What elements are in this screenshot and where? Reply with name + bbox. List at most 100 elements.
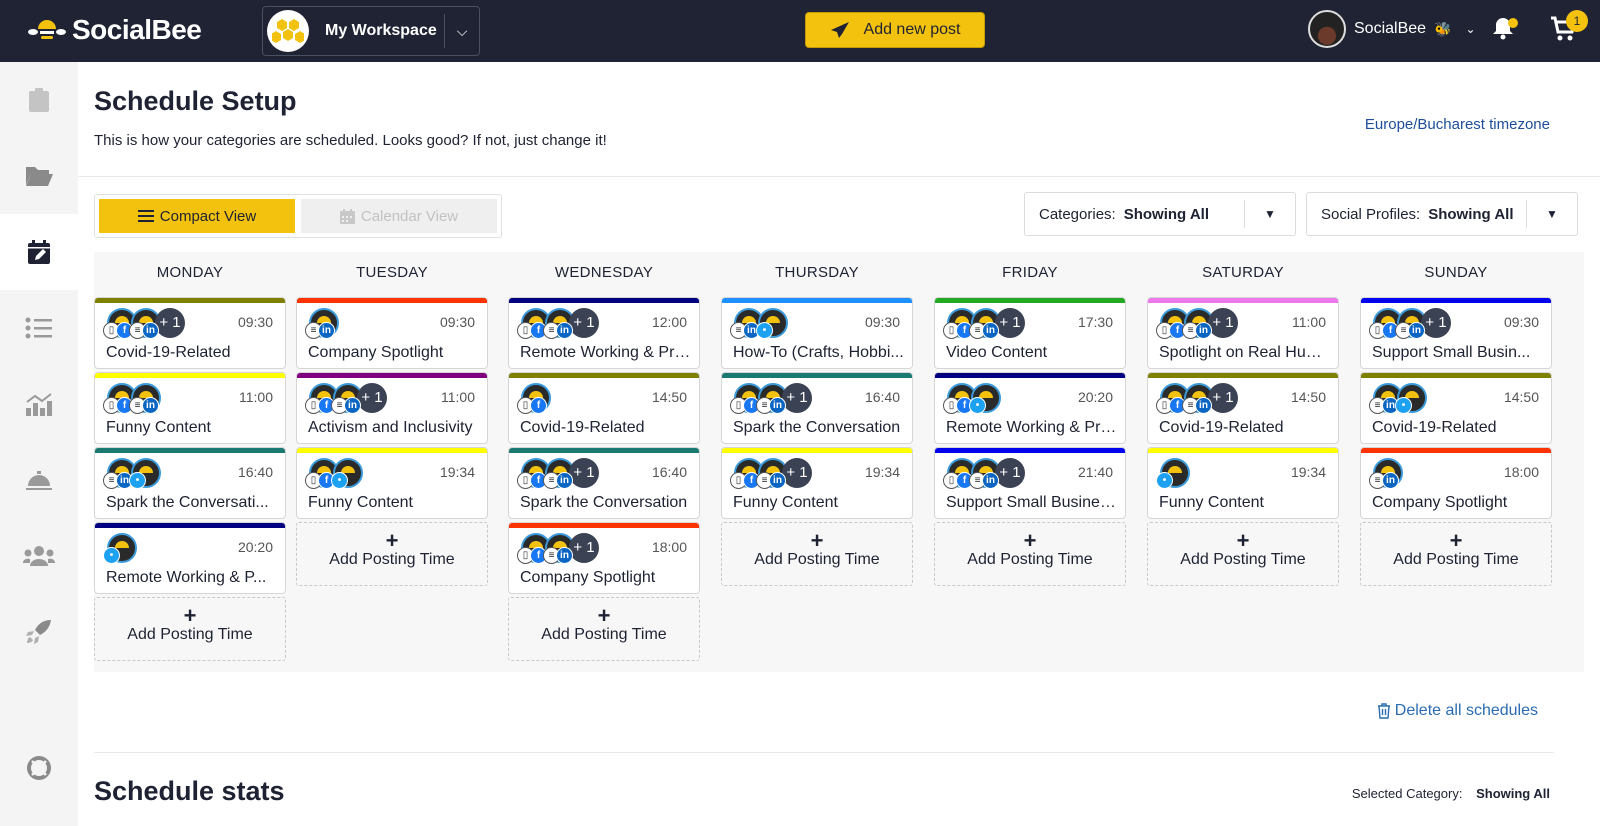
sidebar-item-analytics[interactable] <box>0 366 78 442</box>
social-profile-avatars: ▯ f ≡ in <box>103 383 161 414</box>
linkedin-icon: in <box>769 472 786 489</box>
slot-time: 20:20 <box>1077 389 1113 405</box>
delete-all-schedules-link[interactable]: Delete all schedules <box>1377 702 1538 720</box>
delete-all-schedules-label: Delete all schedules <box>1394 702 1538 719</box>
schedule-slot-card[interactable]: + 1 ▯ f ≡ in 16:40 Spark the Conversation <box>721 372 913 444</box>
sidebar-item-help[interactable] <box>0 730 78 806</box>
sidebar-item-team[interactable] <box>0 518 78 594</box>
schedule-slot-card[interactable]: ≡ in • 16:40 Spark the Conversati... <box>94 447 286 519</box>
schedule-slot-card[interactable]: ▯ f • 19:34 Funny Content <box>296 447 488 519</box>
schedule-slot-card[interactable]: + 1 ▯ f ≡ in 19:34 Funny Content <box>721 447 913 519</box>
schedule-slot-card[interactable]: • 19:34 Funny Content <box>1147 447 1339 519</box>
schedule-slot-card[interactable]: + 1 ▯ f ≡ in 16:40 Spark the Conversation <box>508 447 700 519</box>
add-posting-time-button[interactable]: + Add Posting Time <box>721 522 913 586</box>
selected-category[interactable]: Selected Category: Showing All <box>1352 786 1550 801</box>
slot-category-name: Spark the Conversation <box>520 494 688 511</box>
more-profiles-badge: + 1 <box>1208 308 1238 338</box>
mobile-icon: ▯ <box>943 322 960 339</box>
sidebar-item-queue[interactable] <box>0 290 78 366</box>
schedule-slot-card[interactable]: + 1 ▯ f ≡ in 11:00 Activism and Inclusivity <box>296 372 488 444</box>
social-profile-avatars: + 1 ▯ f ≡ in <box>517 458 599 489</box>
add-posting-time-label: Add Posting Time <box>329 551 455 568</box>
compact-view-label: Compact View <box>159 207 257 225</box>
schedule-slot-card[interactable]: ▯ f 14:50 Covid-19-Related <box>508 372 700 444</box>
schedule-slot-card[interactable]: • 20:20 Remote Working & P... <box>94 522 286 594</box>
add-posting-time-button[interactable]: + Add Posting Time <box>508 597 700 661</box>
add-new-post-button[interactable]: Add new post <box>805 12 985 48</box>
workspace-avatar <box>267 10 309 52</box>
slot-category-name: Covid-19-Related <box>520 419 645 436</box>
more-profiles-badge: + 1 <box>1421 308 1451 338</box>
schedule-slot-card[interactable]: + 1 ▯ f ≡ in 21:40 Support Small Busines... <box>934 447 1126 519</box>
timezone-link[interactable]: Europe/Bucharest timezone <box>1364 116 1550 133</box>
schedule-slot-card[interactable]: ≡ in 09:30 Company Spotlight <box>296 297 488 369</box>
slot-category-name: Activism and Inclusivity <box>308 419 473 436</box>
schedule-slot-card[interactable]: + 1 ▯ f ≡ in 11:00 Spotlight on Real Hum... <box>1147 297 1339 369</box>
schedule-slot-card[interactable]: ≡ in • 09:30 How-To (Crafts, Hobbi... <box>721 297 913 369</box>
sidebar-item-content[interactable] <box>0 62 78 138</box>
schedule-slot-card[interactable]: ▯ f • 20:20 Remote Working & Pro... <box>934 372 1126 444</box>
add-posting-time-button[interactable]: + Add Posting Time <box>296 522 488 586</box>
more-profiles-badge: + 1 <box>995 458 1025 488</box>
brand-name: SocialBee <box>72 14 202 45</box>
workspace-switcher[interactable]: My Workspace ⌵ <box>262 6 480 56</box>
more-profiles-badge: + 1 <box>1208 383 1238 413</box>
schedule-slot-card[interactable]: + 1 ▯ f ≡ in 18:00 Company Spotlight <box>508 522 700 594</box>
notification-dot <box>1508 18 1518 28</box>
sidebar-item-services[interactable] <box>0 442 78 518</box>
compact-view-button[interactable]: Compact View <box>99 199 295 233</box>
calendar-edit-icon <box>28 240 50 264</box>
add-posting-time-button[interactable]: + Add Posting Time <box>1147 522 1339 586</box>
add-posting-time-label: Add Posting Time <box>1180 551 1306 568</box>
schedule-slot-card[interactable]: + 1 ▯ f ≡ in 17:30 Video Content <box>934 297 1126 369</box>
social-profile-avatars: + 1 ▯ f ≡ in <box>1156 383 1238 414</box>
slot-time: 14:50 <box>1290 389 1326 405</box>
category-color-bar <box>95 298 285 303</box>
social-profile-avatars: + 1 ▯ f ≡ in <box>943 458 1025 489</box>
cart-count-badge: 1 <box>1566 10 1588 32</box>
social-profiles-filter-dropdown[interactable]: Social Profiles: Showing All ▼ <box>1306 192 1578 236</box>
more-profiles-badge: + 1 <box>155 308 185 338</box>
sidebar-item-schedule[interactable] <box>0 214 78 290</box>
user-menu[interactable]: SocialBee 🐝 ⌄ <box>1308 10 1476 48</box>
category-color-bar <box>722 373 912 378</box>
workspace-dropdown-chevron-icon[interactable]: ⌵ <box>456 22 468 39</box>
add-posting-time-button[interactable]: + Add Posting Time <box>1360 522 1552 586</box>
schedule-slot-card[interactable]: + 1 ▯ f ≡ in 14:50 Covid-19-Related <box>1147 372 1339 444</box>
schedule-slot-card[interactable]: ≡ in • 14:50 Covid-19-Related <box>1360 372 1552 444</box>
add-posting-time-button[interactable]: + Add Posting Time <box>934 522 1126 586</box>
page-title: Schedule Setup <box>94 86 297 116</box>
sidebar-item-growth[interactable] <box>0 594 78 670</box>
slot-category-name: Covid-19-Related <box>1159 419 1284 436</box>
socialbee-logo[interactable]: SocialBee <box>28 14 202 46</box>
list-icon <box>25 317 52 339</box>
calendar-view-button[interactable]: Calendar View <box>301 199 497 233</box>
buffer-icon: ≡ <box>969 322 986 339</box>
linkedin-icon: in <box>142 397 159 414</box>
schedule-slot-card[interactable]: + 1 ▯ f ≡ in 12:00 Remote Working & Pro... <box>508 297 700 369</box>
schedule-slot-card[interactable]: ▯ f ≡ in 11:00 Funny Content <box>94 372 286 444</box>
linkedin-icon: in <box>318 322 335 339</box>
plus-icon: + <box>810 528 824 553</box>
schedule-slot-card[interactable]: + 1 ▯ f ≡ in 09:30 Support Small Busin... <box>1360 297 1552 369</box>
sidebar-item-categories[interactable] <box>0 138 78 214</box>
add-new-post-label: Add new post <box>863 21 961 38</box>
workspace-name: My Workspace <box>325 22 437 39</box>
day-header-monday: MONDAY <box>156 264 224 281</box>
buffer-icon: ≡ <box>756 397 773 414</box>
schedule-slot-card[interactable]: ≡ in 18:00 Company Spotlight <box>1360 447 1552 519</box>
slot-category-name: Funny Content <box>308 494 413 511</box>
slot-category-name: Spotlight on Real Hum... <box>1159 344 1331 361</box>
schedule-slot-card[interactable]: + 1 ▯ f ≡ in 09:30 Covid-19-Related <box>94 297 286 369</box>
calendar-icon <box>339 208 355 224</box>
add-posting-time-label: Add Posting Time <box>967 551 1093 568</box>
facebook-icon: f <box>530 397 547 414</box>
slot-time: 09:30 <box>237 314 273 330</box>
category-color-bar <box>297 448 487 453</box>
categories-filter-dropdown[interactable]: Categories: Showing All ▼ <box>1024 192 1296 236</box>
slot-time: 16:40 <box>651 464 687 480</box>
plus-icon: + <box>385 528 399 553</box>
add-posting-time-button[interactable]: + Add Posting Time <box>94 597 286 661</box>
social-profile-avatars: + 1 ▯ f ≡ in <box>517 308 599 339</box>
day-header-wednesday: WEDNESDAY <box>554 264 654 281</box>
